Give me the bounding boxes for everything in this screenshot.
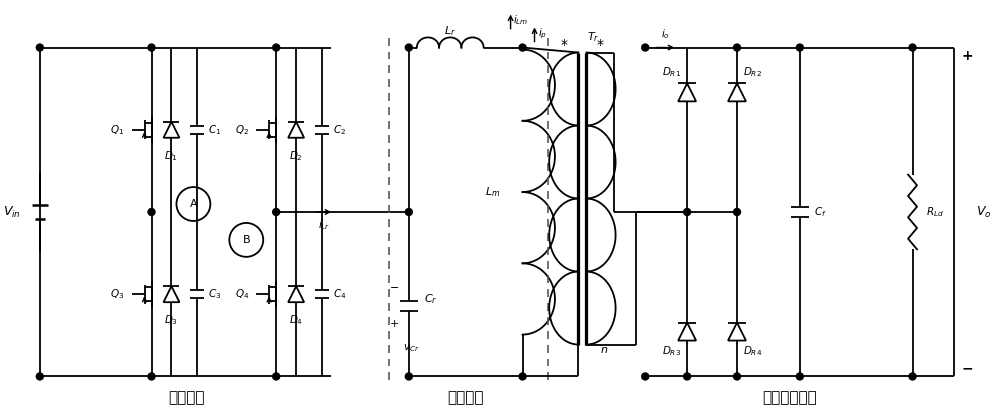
Text: $Q_2$: $Q_2$ [235, 123, 249, 137]
Text: $Q_3$: $Q_3$ [110, 287, 125, 301]
Circle shape [909, 44, 916, 51]
Circle shape [273, 373, 280, 380]
Text: $C_f$: $C_f$ [814, 205, 827, 219]
Text: $D_4$: $D_4$ [289, 313, 303, 327]
Circle shape [405, 44, 412, 51]
Circle shape [796, 373, 803, 380]
Text: $Q_4$: $Q_4$ [235, 287, 249, 301]
Text: $D_3$: $D_3$ [164, 313, 178, 327]
Text: $D_2$: $D_2$ [289, 149, 303, 163]
Text: $i_{Lr}$: $i_{Lr}$ [318, 218, 330, 232]
Text: $C_r$: $C_r$ [424, 292, 437, 306]
Circle shape [148, 44, 155, 51]
Circle shape [734, 44, 740, 51]
Text: $D_{R2}$: $D_{R2}$ [743, 66, 762, 80]
Circle shape [273, 209, 280, 215]
Text: 逆变电路: 逆变电路 [168, 391, 205, 405]
Circle shape [519, 373, 526, 380]
Text: 整流滤波电路: 整流滤波电路 [762, 391, 817, 405]
Circle shape [642, 373, 649, 380]
Text: A: A [190, 199, 197, 209]
Circle shape [36, 373, 43, 380]
Text: $L_m$: $L_m$ [485, 185, 501, 199]
Circle shape [405, 209, 412, 215]
Circle shape [796, 44, 803, 51]
Text: +: + [389, 319, 399, 329]
Text: $C_4$: $C_4$ [333, 287, 346, 301]
Text: $L_r$: $L_r$ [444, 25, 456, 39]
Circle shape [148, 209, 155, 215]
Text: $v_{Cr}$: $v_{Cr}$ [403, 342, 419, 354]
Circle shape [734, 209, 740, 215]
Text: $R_{Ld}$: $R_{Ld}$ [926, 205, 944, 219]
Text: $T_r$: $T_r$ [587, 31, 600, 44]
Text: *: * [561, 38, 568, 52]
Text: *: * [597, 38, 604, 52]
Circle shape [909, 373, 916, 380]
Circle shape [734, 373, 740, 380]
Text: −: − [389, 283, 399, 293]
Text: $D_1$: $D_1$ [164, 149, 178, 163]
Circle shape [684, 209, 691, 215]
Text: −: − [961, 362, 973, 375]
Text: $V_{in}$: $V_{in}$ [3, 204, 21, 220]
Text: $D_{R4}$: $D_{R4}$ [743, 344, 762, 358]
Circle shape [642, 44, 649, 51]
Text: $i_o$: $i_o$ [661, 28, 670, 41]
Text: $i_p$: $i_p$ [538, 26, 547, 41]
Text: 谐振电路: 谐振电路 [447, 391, 484, 405]
Text: $i_{Lm}$: $i_{Lm}$ [513, 13, 528, 26]
Circle shape [684, 373, 691, 380]
Text: $C_3$: $C_3$ [208, 287, 222, 301]
Text: $D_{R1}$: $D_{R1}$ [662, 66, 681, 80]
Circle shape [148, 373, 155, 380]
Circle shape [273, 44, 280, 51]
Circle shape [36, 44, 43, 51]
Text: $V_o$: $V_o$ [976, 204, 992, 220]
Circle shape [405, 373, 412, 380]
Text: $C_2$: $C_2$ [333, 123, 346, 137]
Text: $D_{R3}$: $D_{R3}$ [662, 344, 681, 358]
Text: $C_1$: $C_1$ [208, 123, 222, 137]
Text: $Q_1$: $Q_1$ [110, 123, 125, 137]
Text: $n$: $n$ [600, 344, 608, 354]
Text: +: + [961, 49, 973, 62]
Text: B: B [242, 235, 250, 245]
Circle shape [519, 44, 526, 51]
